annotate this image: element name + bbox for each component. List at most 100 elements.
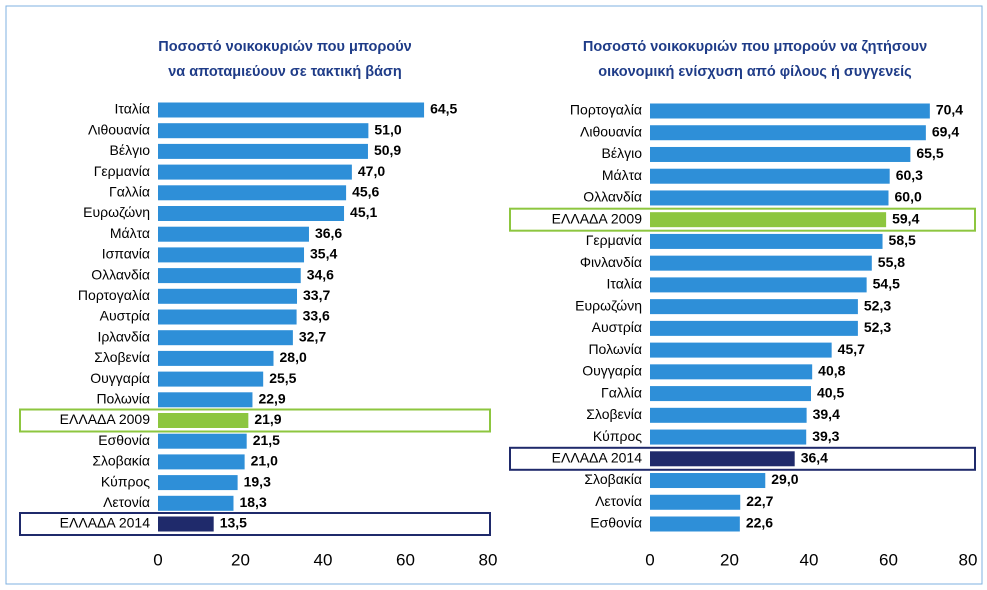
bar [158, 309, 297, 325]
value-label: 28,0 [280, 349, 307, 365]
y-tick-label: Κύπρος [593, 428, 642, 444]
y-tick-label: Εσθονία [590, 515, 642, 531]
y-tick-label: Γερμανία [586, 232, 642, 248]
value-label: 60,3 [896, 167, 923, 183]
y-tick-label: Ουγγαρία [582, 363, 642, 379]
highlight-box [19, 512, 491, 536]
value-label: 21,5 [253, 432, 280, 448]
value-label: 19,3 [244, 473, 271, 489]
value-label: 58,5 [889, 232, 916, 248]
bar [650, 429, 807, 445]
bar [158, 330, 293, 346]
value-label: 13,5 [220, 515, 247, 531]
x-tick-label: 80 [959, 550, 978, 569]
bar [650, 190, 889, 206]
bar [158, 143, 368, 159]
y-tick-label: Κύπρος [101, 473, 150, 489]
highlight-box [19, 408, 491, 433]
value-label: 22,6 [746, 515, 773, 531]
bar [158, 206, 345, 221]
x-tick-label: 60 [879, 550, 898, 569]
bar [158, 392, 253, 408]
value-label: 45,7 [838, 341, 865, 357]
bar [650, 494, 741, 510]
value-label: 21,0 [251, 453, 278, 469]
y-tick-label: Πολωνία [96, 391, 150, 407]
value-label: 50,9 [374, 142, 401, 158]
y-tick-label: Σλοβακία [584, 471, 642, 487]
value-label: 47,0 [358, 163, 385, 179]
bar [158, 164, 352, 180]
bar [650, 255, 872, 271]
value-label: 35,4 [310, 246, 337, 262]
x-tick-label: 0 [645, 550, 654, 569]
chart-title: να αποταμιεύουν σε τακτική βάση [168, 64, 402, 80]
bar [650, 386, 811, 402]
bar [650, 473, 766, 489]
x-tick-label: 60 [396, 550, 415, 569]
bar [650, 299, 858, 315]
y-tick-label: Ισπανία [102, 246, 150, 262]
value-label: 34,6 [307, 266, 334, 282]
chart-title: Ποσοστό νοικοκυριών που μπορούν [158, 39, 411, 55]
y-tick-label: Βέλγιο [602, 145, 643, 161]
value-label: 52,3 [864, 297, 891, 313]
y-tick-label: Λιθουανία [88, 121, 150, 137]
bar [650, 103, 930, 119]
value-label: 65,5 [916, 145, 943, 161]
bar [158, 516, 214, 532]
value-label: 54,5 [873, 276, 900, 292]
x-tick-label: 80 [479, 550, 498, 569]
bar [650, 451, 795, 467]
y-tick-label: ΕΛΛΑΔΑ 2014 [60, 515, 151, 531]
bar [650, 146, 911, 162]
value-label: 36,6 [315, 225, 342, 241]
value-label: 22,7 [746, 493, 773, 509]
value-label: 22,9 [258, 391, 285, 407]
y-tick-label: ΕΛΛΑΔΑ 2009 [60, 411, 151, 427]
x-tick-label: 40 [314, 550, 333, 569]
highlight-box [509, 446, 976, 471]
y-tick-label: Σλοβενία [586, 406, 642, 422]
bar [158, 371, 264, 387]
bar [650, 364, 813, 380]
value-label: 40,5 [817, 384, 844, 400]
value-label: 52,3 [864, 319, 891, 335]
y-tick-label: Βέλγιο [110, 142, 151, 158]
y-tick-label: Λετονία [595, 493, 642, 509]
y-tick-label: Πορτογαλία [570, 102, 642, 118]
value-label: 18,3 [239, 494, 266, 510]
y-tick-label: Εσθονία [98, 432, 150, 448]
value-label: 39,3 [812, 428, 839, 444]
value-label: 21,9 [254, 411, 281, 427]
bar [650, 125, 926, 141]
x-tick-label: 40 [800, 550, 819, 569]
bar [158, 268, 301, 284]
y-tick-label: Φινλανδία [580, 254, 642, 270]
y-tick-label: Αυστρία [100, 308, 150, 324]
value-label: 25,5 [269, 370, 296, 386]
y-tick-label: Ολλανδία [91, 266, 150, 282]
value-label: 55,8 [878, 254, 905, 270]
y-tick-label: Αυστρία [592, 319, 642, 335]
y-tick-label: Μάλτα [110, 225, 150, 241]
value-label: 40,8 [818, 363, 845, 379]
chart-title: οικονομική ενίσχυση από φίλους ή συγγενε… [598, 64, 911, 80]
y-tick-label: Πολωνία [588, 341, 642, 357]
bar [650, 407, 807, 423]
bar [650, 212, 887, 228]
bar [158, 247, 305, 263]
y-tick-label: Σλοβενία [94, 349, 150, 365]
y-tick-label: Λιθουανία [580, 123, 642, 139]
y-tick-label: Ευρωζώνη [575, 297, 642, 313]
bar [650, 320, 858, 336]
y-tick-label: Ιταλία [114, 101, 150, 117]
bar [650, 342, 832, 358]
value-label: 36,4 [801, 449, 828, 465]
y-tick-label: Γερμανία [94, 163, 150, 179]
value-label: 29,0 [771, 471, 798, 487]
bar [650, 277, 867, 293]
bar [650, 168, 890, 184]
value-label: 69,4 [932, 123, 959, 139]
value-label: 64,5 [430, 101, 457, 117]
